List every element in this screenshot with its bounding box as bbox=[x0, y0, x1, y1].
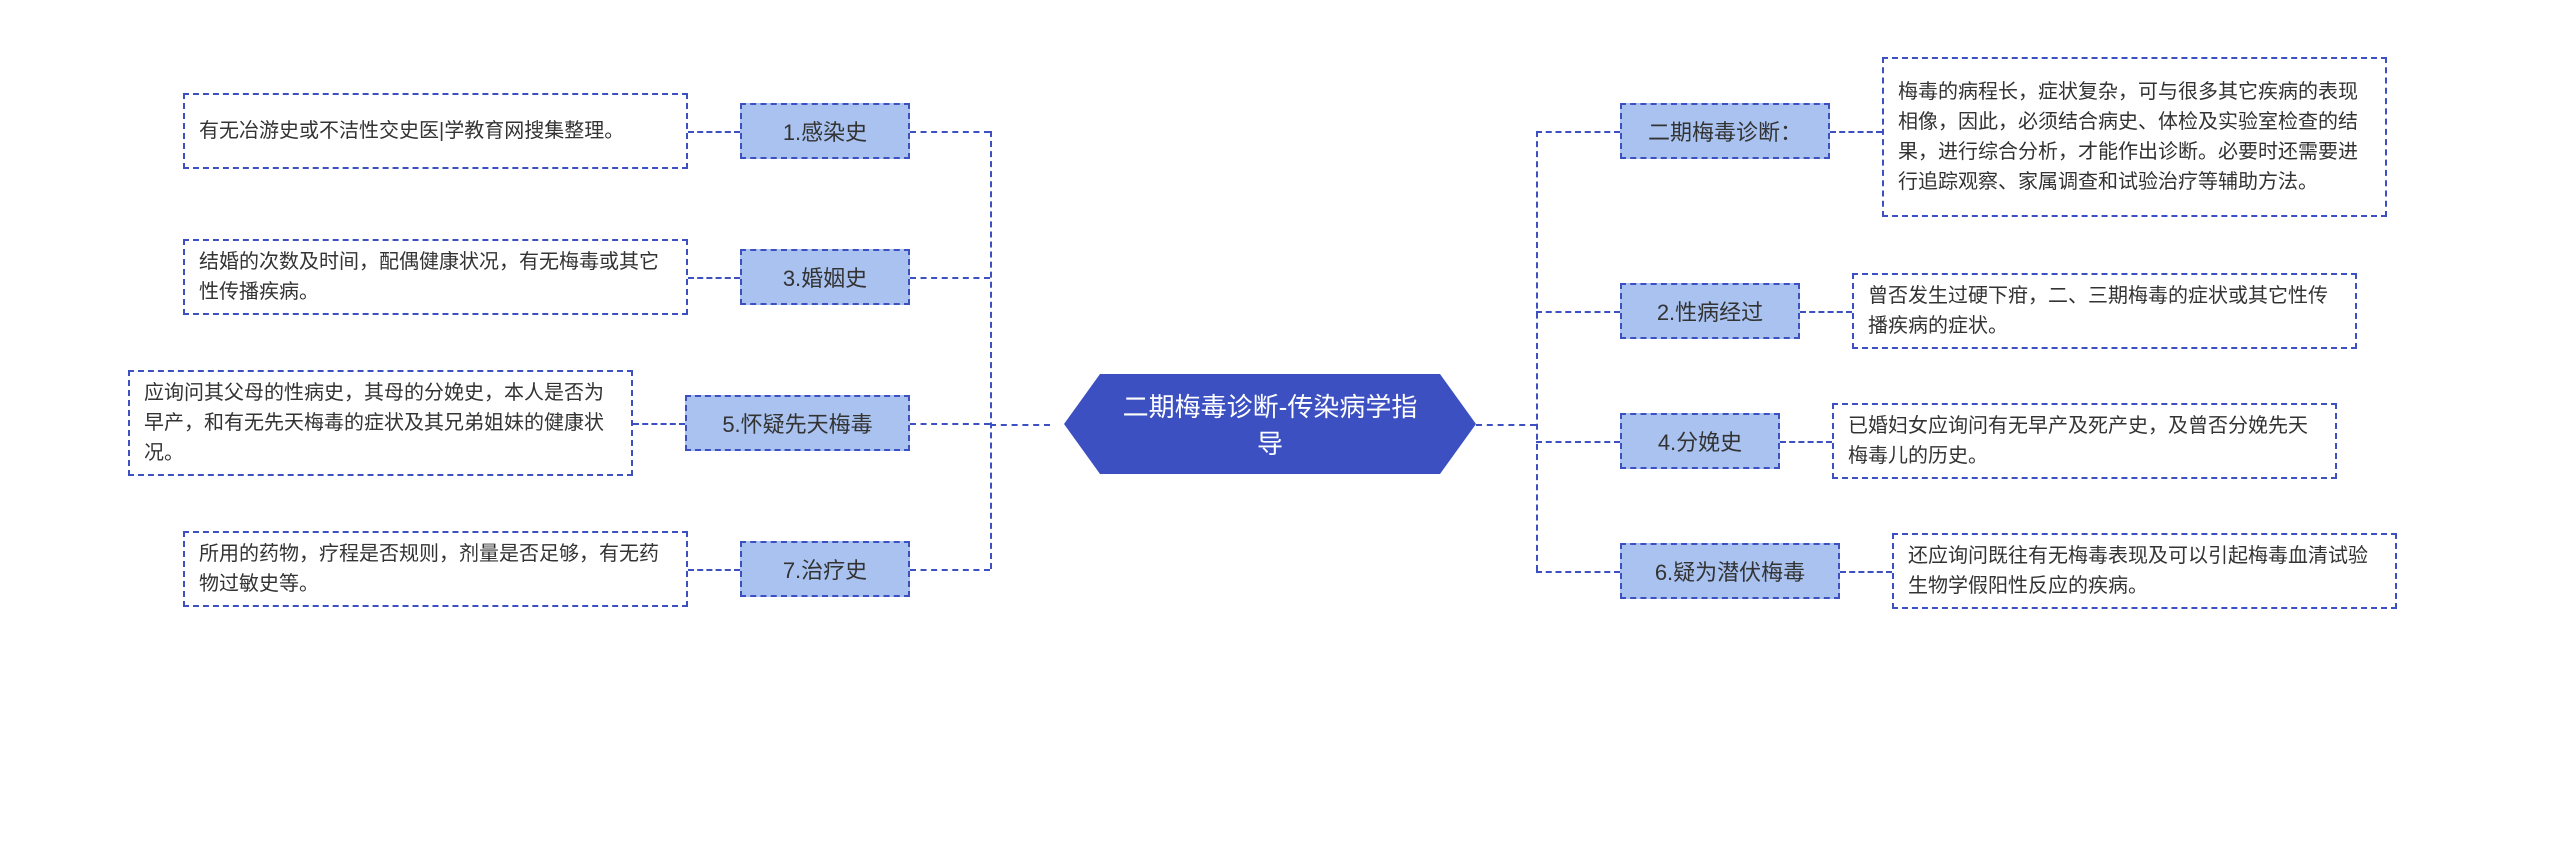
left-leaf-2-text: 应询问其父母的性病史，其母的分娩史，本人是否为早产，和有无先天梅毒的症状及其兄弟… bbox=[144, 378, 617, 468]
connector-right-branch-to-leaf-1 bbox=[1800, 311, 1852, 313]
connector-right-branch-to-leaf-2 bbox=[1780, 441, 1832, 443]
connector-trunk-right bbox=[1476, 424, 1536, 426]
connector-bus-left bbox=[990, 131, 992, 569]
right-branch-2-label: 4.分娩史 bbox=[1658, 425, 1742, 457]
left-leaf-0: 有无冶游史或不洁性交史医|学教育网搜集整理。 bbox=[183, 93, 688, 169]
right-leaf-3-text: 还应询问既往有无梅毒表现及可以引起梅毒血清试验生物学假阳性反应的疾病。 bbox=[1908, 541, 2381, 601]
left-branch-1-label: 3.婚姻史 bbox=[783, 261, 867, 293]
left-leaf-0-text: 有无冶游史或不洁性交史医|学教育网搜集整理。 bbox=[199, 116, 624, 146]
right-branch-1: 2.性病经过 bbox=[1620, 283, 1800, 339]
connector-left-bus-to-branch-3 bbox=[910, 569, 990, 571]
connector-left-bus-to-branch-2 bbox=[910, 423, 990, 425]
right-branch-2: 4.分娩史 bbox=[1620, 413, 1780, 469]
left-leaf-1-text: 结婚的次数及时间，配偶健康状况，有无梅毒或其它性传播疾病。 bbox=[199, 247, 672, 307]
connector-left-branch-to-leaf-3 bbox=[688, 569, 740, 571]
left-branch-3: 7.治疗史 bbox=[740, 541, 910, 597]
right-branch-1-label: 2.性病经过 bbox=[1657, 295, 1763, 327]
right-branch-3: 6.疑为潜伏梅毒 bbox=[1620, 543, 1840, 599]
connector-right-branch-to-leaf-3 bbox=[1840, 571, 1892, 573]
connector-right-branch-to-leaf-0 bbox=[1830, 131, 1882, 133]
connector-left-branch-to-leaf-0 bbox=[688, 131, 740, 133]
center-node: 二期梅毒诊断-传染病学指导 bbox=[1100, 374, 1440, 474]
left-branch-2-label: 5.怀疑先天梅毒 bbox=[722, 407, 872, 439]
right-branch-3-label: 6.疑为潜伏梅毒 bbox=[1655, 555, 1805, 587]
left-leaf-1: 结婚的次数及时间，配偶健康状况，有无梅毒或其它性传播疾病。 bbox=[183, 239, 688, 315]
connector-bus-right bbox=[1536, 131, 1538, 571]
right-leaf-1-text: 曾否发生过硬下疳，二、三期梅毒的症状或其它性传播疾病的症状。 bbox=[1868, 281, 2341, 341]
left-branch-1: 3.婚姻史 bbox=[740, 249, 910, 305]
right-leaf-3: 还应询问既往有无梅毒表现及可以引起梅毒血清试验生物学假阳性反应的疾病。 bbox=[1892, 533, 2397, 609]
right-branch-0-label: 二期梅毒诊断： bbox=[1648, 115, 1802, 147]
right-leaf-0: 梅毒的病程长，症状复杂，可与很多其它疾病的表现相像，因此，必须结合病史、体检及实… bbox=[1882, 57, 2387, 217]
left-branch-0-label: 1.感染史 bbox=[783, 115, 867, 147]
center-label: 二期梅毒诊断-传染病学指导 bbox=[1114, 387, 1426, 461]
left-leaf-2: 应询问其父母的性病史，其母的分娩史，本人是否为早产，和有无先天梅毒的症状及其兄弟… bbox=[128, 370, 633, 476]
left-branch-2: 5.怀疑先天梅毒 bbox=[685, 395, 910, 451]
connector-right-bus-to-branch-2 bbox=[1536, 441, 1620, 443]
mindmap-canvas: 二期梅毒诊断-传染病学指导 1.感染史 有无冶游史或不洁性交史医|学教育网搜集整理… bbox=[0, 0, 2560, 848]
connector-right-bus-to-branch-1 bbox=[1536, 311, 1620, 313]
connector-trunk-left bbox=[990, 424, 1050, 426]
left-branch-0: 1.感染史 bbox=[740, 103, 910, 159]
right-leaf-0-text: 梅毒的病程长，症状复杂，可与很多其它疾病的表现相像，因此，必须结合病史、体检及实… bbox=[1898, 77, 2371, 197]
connector-right-bus-to-branch-3 bbox=[1536, 571, 1620, 573]
left-leaf-3-text: 所用的药物，疗程是否规则，剂量是否足够，有无药物过敏史等。 bbox=[199, 539, 672, 599]
left-leaf-3: 所用的药物，疗程是否规则，剂量是否足够，有无药物过敏史等。 bbox=[183, 531, 688, 607]
right-leaf-2: 已婚妇女应询问有无早产及死产史，及曾否分娩先天梅毒儿的历史。 bbox=[1832, 403, 2337, 479]
connector-left-bus-to-branch-1 bbox=[910, 277, 990, 279]
connector-left-bus-to-branch-0 bbox=[910, 131, 990, 133]
right-leaf-2-text: 已婚妇女应询问有无早产及死产史，及曾否分娩先天梅毒儿的历史。 bbox=[1848, 411, 2321, 471]
right-leaf-1: 曾否发生过硬下疳，二、三期梅毒的症状或其它性传播疾病的症状。 bbox=[1852, 273, 2357, 349]
right-branch-0: 二期梅毒诊断： bbox=[1620, 103, 1830, 159]
connector-left-branch-to-leaf-1 bbox=[688, 277, 740, 279]
connector-left-branch-to-leaf-2 bbox=[633, 423, 685, 425]
left-branch-3-label: 7.治疗史 bbox=[783, 553, 867, 585]
connector-right-bus-to-branch-0 bbox=[1536, 131, 1620, 133]
